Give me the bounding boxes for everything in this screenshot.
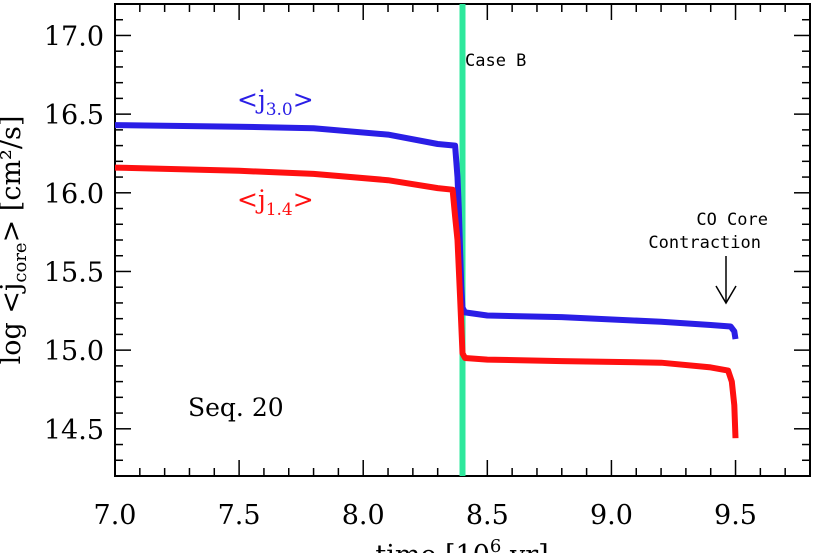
y-axis-title: log <jcore> [cm²/s]	[0, 116, 31, 365]
y-tick-labels: 14.5 15.0 15.5 16.0 16.5 17.0	[44, 21, 104, 445]
x-tick-label: 9.5	[714, 500, 757, 531]
y-tick-label: 15.5	[44, 257, 104, 288]
x-tick-label: 7.5	[218, 500, 261, 531]
x-tick-label: 8.0	[342, 500, 385, 531]
x-tick-label: 7.0	[94, 500, 137, 531]
co-core-annotation-line1: CO Core	[696, 210, 768, 230]
x-tick-labels: 7.0 7.5 8.0 8.5 9.0 9.5	[94, 500, 757, 531]
series-label-j14: <j1.4>	[237, 185, 314, 220]
y-tick-label: 14.5	[44, 415, 104, 446]
co-core-annotation-line2: Contraction	[648, 233, 761, 253]
arrow-down-icon	[715, 256, 737, 305]
y-tick-label: 15.0	[44, 336, 104, 367]
x-axis-title: time [106 yr]	[375, 536, 548, 553]
sequence-label: Seq. 20	[188, 393, 284, 422]
axis-ticks	[114, 3, 811, 477]
x-tick-label: 9.0	[590, 500, 633, 531]
y-tick-label: 17.0	[44, 21, 104, 52]
case-b-label: Case B	[465, 51, 526, 71]
x-tick-label: 8.5	[466, 500, 509, 531]
series-line-j14	[114, 164, 739, 439]
y-tick-label: 16.0	[44, 179, 104, 210]
y-tick-label: 16.5	[44, 100, 104, 131]
series-line-j3	[114, 122, 739, 340]
series-label-j3: <j3.0>	[237, 85, 314, 120]
